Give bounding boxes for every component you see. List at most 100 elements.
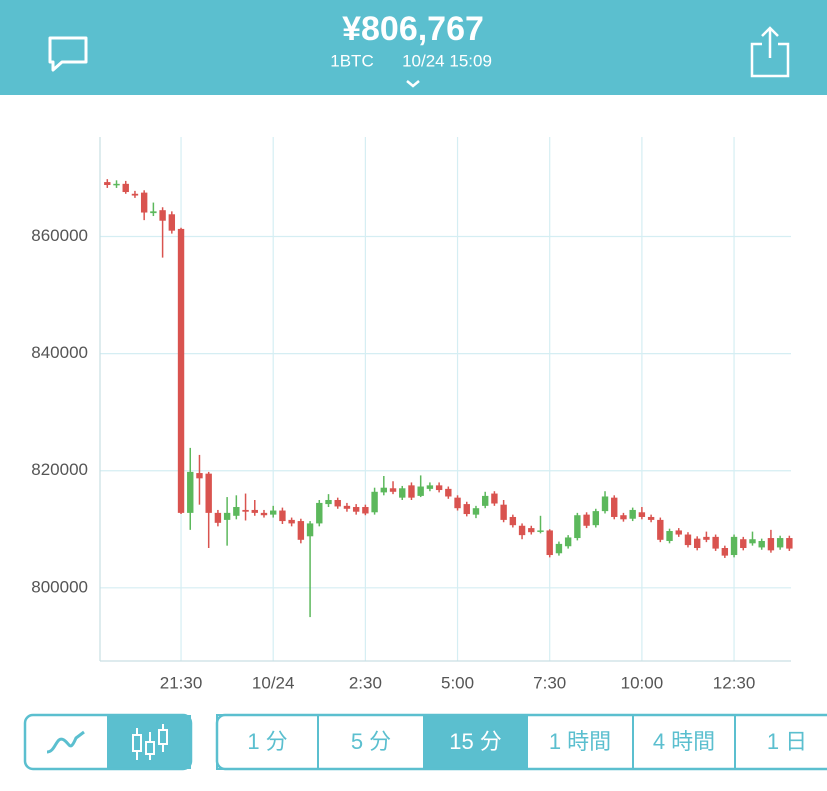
pair: 1BTC (330, 51, 373, 70)
candle-body (371, 491, 378, 513)
candle-body (270, 510, 277, 515)
candle-body (306, 523, 314, 537)
candle-body (620, 515, 627, 520)
price: ¥806,767 (342, 10, 484, 48)
x-tick-label: 10:00 (621, 673, 664, 692)
plot: 800000 820000 840000 860000 21:30 10/24 2:30 5:… (31, 137, 793, 692)
share-button[interactable] (750, 26, 790, 78)
candle-body (528, 528, 535, 533)
interval-label: 15 分 (449, 729, 502, 754)
candle-body (657, 519, 664, 540)
interval-selector: 1 分 5 分 15 分 1 時間 4 時間 1 日 (215, 713, 827, 771)
candle-body (693, 538, 701, 549)
candle-body (647, 516, 655, 520)
candle-body (583, 514, 590, 526)
candle-body (776, 538, 784, 548)
interval-button[interactable]: 1 日 (734, 714, 827, 770)
candle-body (380, 487, 388, 493)
candle-body (518, 525, 526, 536)
interval-border (215, 713, 827, 771)
interval-button[interactable]: 4 時間 (632, 714, 736, 770)
candle-body (564, 537, 572, 547)
timestamp: 10/24 15:09 (402, 51, 492, 70)
candle-body (233, 507, 240, 516)
candle-body (362, 507, 369, 514)
x-tick-label: 10/24 (252, 673, 295, 692)
candle-body (113, 183, 120, 186)
candle-body (389, 488, 397, 492)
interval-label: 4 時間 (653, 729, 715, 754)
candle-body (463, 504, 470, 515)
candle-body (491, 493, 498, 504)
y-tick-label: 840000 (31, 343, 88, 362)
interval-button[interactable]: 1 時間 (526, 714, 634, 770)
y-tick-label: 800000 (31, 577, 88, 596)
y-tick-label: 820000 (31, 460, 88, 479)
candle-body (666, 531, 673, 541)
comment-button[interactable] (48, 36, 88, 72)
candle-body (297, 521, 305, 540)
candle-body (592, 511, 600, 526)
candle-body (168, 214, 176, 231)
candle-chart-button[interactable] (132, 724, 168, 760)
interval-label: 1 時間 (549, 729, 611, 754)
candle-body (555, 543, 563, 554)
interval-bg (317, 714, 425, 770)
candle-body (712, 536, 719, 549)
line-chart-button[interactable] (46, 730, 85, 754)
candle-body (684, 534, 692, 546)
candle-body (325, 499, 332, 505)
candle-body (251, 509, 258, 513)
expand-chevron[interactable] (406, 80, 420, 88)
x-tick-label: 12:30 (713, 673, 756, 692)
interval-label: 1 日 (767, 729, 807, 754)
candle-icon-body (132, 734, 142, 752)
candle-body (150, 211, 157, 214)
share-arrow (761, 26, 779, 58)
candle-body (629, 509, 636, 519)
candle-body (131, 193, 139, 196)
interval-button[interactable]: 5 分 (317, 714, 425, 770)
interval-label: 1 分 (247, 729, 287, 754)
x-tick-label: 5:00 (441, 673, 474, 692)
candle-body (408, 485, 415, 498)
candle-body (196, 473, 203, 479)
candle-body (675, 530, 682, 535)
candle-body (417, 486, 424, 496)
candle-body (445, 488, 452, 497)
share-box (750, 42, 790, 78)
y-tick-label: 860000 (31, 226, 88, 245)
x-tick-label: 7:30 (533, 673, 566, 692)
candle-body (140, 192, 148, 213)
candle-body (187, 471, 194, 513)
candle-body (214, 512, 222, 523)
chart-style-toggle (23, 713, 193, 771)
candle-body (399, 488, 406, 498)
interval-button[interactable]: 15 分 (423, 714, 528, 770)
candle-body (730, 536, 738, 556)
candle-body (454, 497, 461, 509)
x-tick-label: 21:30 (160, 673, 203, 692)
candle-body (546, 530, 553, 556)
candle-body (740, 539, 747, 549)
candle-body (638, 512, 646, 517)
interval-button[interactable]: 1 分 (216, 714, 319, 770)
candle-body (104, 182, 111, 186)
comment-icon (48, 36, 88, 72)
candle-body (334, 499, 341, 507)
candle-body (721, 548, 729, 556)
candle-body (509, 516, 517, 526)
candle-body (601, 496, 609, 512)
candle-body (205, 473, 212, 513)
interval-label: 5 分 (351, 729, 391, 754)
candle-body (279, 510, 286, 522)
x-tick-label: 2:30 (349, 673, 382, 692)
candle-body (242, 509, 249, 512)
candle-body (574, 515, 581, 539)
candle-body (426, 485, 434, 489)
candle-body (786, 538, 793, 549)
candle-body (537, 530, 544, 532)
candle-body (435, 485, 443, 491)
